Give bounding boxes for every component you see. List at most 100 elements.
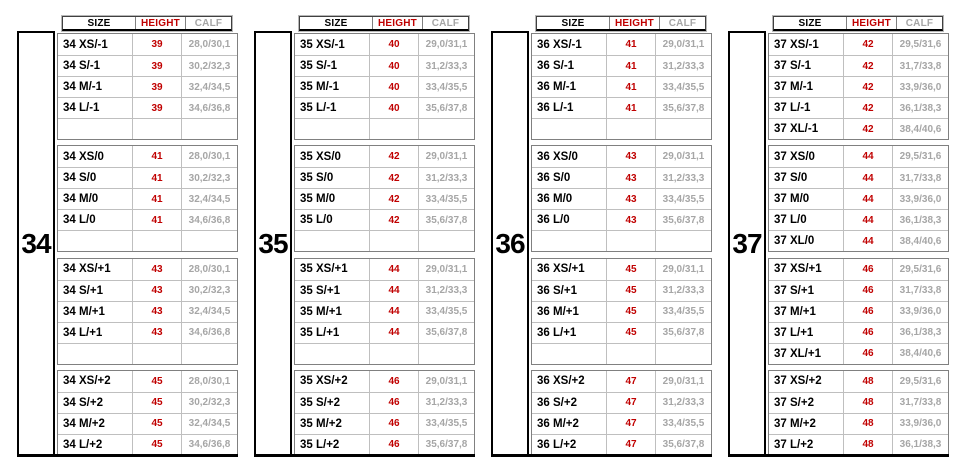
size-cell: 34 M/-1	[58, 77, 133, 97]
size-cell: 37 XL/+1	[769, 343, 844, 364]
table-row: 37 L/-1 42 36,1/38,3	[769, 97, 948, 118]
size-cell: 35 M/-1	[295, 77, 370, 97]
size-block: 36 XS/+1 45 29,0/31,1 36 S/+1 45 31,2/33…	[531, 257, 712, 365]
calf-cell: 31,7/33,8	[899, 397, 942, 409]
size-cell: 34 S/+2	[58, 392, 133, 413]
height-cell: 42	[370, 210, 419, 231]
calf-cell: 31,2/33,3	[662, 172, 705, 184]
table-header: SIZE HEIGHT CALF	[61, 15, 233, 32]
column-header-calf: CALF	[668, 17, 697, 29]
size-group: SIZE HEIGHT CALF 34 34 XS/-1 39 28,0/30,…	[17, 0, 238, 476]
calf-cell: 29,0/31,1	[662, 151, 705, 163]
table-row: 36 S/+2 47 31,2/33,3	[532, 391, 711, 413]
column-header-calf: CALF	[905, 17, 934, 29]
height-cell: 42	[844, 98, 893, 118]
table-row	[295, 118, 474, 139]
calf-cell: 36,1/38,3	[899, 439, 942, 451]
table-row: 35 M/0 42 33,4/35,5	[295, 188, 474, 210]
calf-cell: 33,4/35,5	[425, 418, 468, 430]
height-cell: 44	[370, 322, 419, 343]
height-cell: 43	[607, 210, 656, 231]
table-row: 34 XS/0 41 28,0/30,1	[58, 146, 237, 168]
height-cell: 42	[844, 56, 893, 76]
calf-cell: 33,4/35,5	[662, 81, 705, 93]
calf-cell: 29,0/31,1	[662, 263, 705, 275]
calf-cell: 29,5/31,6	[899, 39, 942, 50]
table-header: SIZE HEIGHT CALF	[535, 15, 707, 32]
size-cell: 35 L/+2	[295, 434, 370, 455]
height-cell: 41	[133, 210, 182, 231]
calf-cell	[182, 344, 237, 364]
column-header-size: SIZE	[300, 17, 373, 29]
size-cell: 36 L/0	[532, 210, 607, 231]
calf-cell: 38,4/40,6	[899, 348, 942, 360]
size-cell: 36 XS/+2	[532, 370, 607, 392]
table-row	[295, 230, 474, 252]
height-cell: 45	[133, 370, 182, 392]
table-row: 37 S/0 44 31,7/33,8	[769, 167, 948, 189]
size-groups: SIZE HEIGHT CALF 34 34 XS/-1 39 28,0/30,…	[17, 0, 953, 476]
table-row: 37 XL/-1 42 38,4/40,6	[769, 118, 948, 139]
size-cell: 36 S/-1	[532, 56, 607, 76]
height-cell: 39	[133, 56, 182, 76]
table-row: 34 S/0 41 30,2/32,3	[58, 167, 237, 189]
size-cell: 37 M/+2	[769, 413, 844, 434]
height-cell: 43	[607, 189, 656, 210]
size-block: 37 XS/+2 48 29,5/31,6 37 S/+2 48 31,7/33…	[768, 369, 949, 456]
size-block: 34 XS/-1 39 28,0/30,1 34 S/-1 39 30,2/32…	[57, 33, 238, 140]
size-cell: 37 XS/0	[769, 146, 844, 168]
table-row: 36 M/-1 41 33,4/35,5	[532, 76, 711, 97]
table-row: 37 S/-1 42 31,7/33,8	[769, 55, 948, 76]
table-row: 36 XS/-1 41 29,0/31,1	[532, 34, 711, 55]
table-row: 36 XS/0 43 29,0/31,1	[532, 146, 711, 168]
height-cell: 46	[370, 370, 419, 392]
size-group-label-box: 36	[491, 31, 529, 457]
height-cell: 42	[844, 77, 893, 97]
column-header-size: SIZE	[63, 17, 136, 29]
size-cell: 36 XS/-1	[532, 34, 607, 55]
size-block: 37 XS/-1 42 29,5/31,6 37 S/-1 42 31,7/33…	[768, 33, 949, 140]
calf-cell: 33,4/35,5	[425, 306, 468, 318]
size-cell: 37 XL/0	[769, 231, 844, 252]
height-cell: 44	[844, 146, 893, 168]
size-cell: 36 S/+2	[532, 392, 607, 413]
table-row: 36 S/0 43 31,2/33,3	[532, 167, 711, 189]
height-cell: 47	[607, 370, 656, 392]
calf-cell: 31,2/33,3	[425, 397, 468, 409]
height-cell: 48	[844, 413, 893, 434]
size-cell: 37 XL/-1	[769, 119, 844, 139]
height-cell	[607, 231, 656, 252]
height-cell: 41	[133, 168, 182, 189]
calf-cell: 33,4/35,5	[425, 193, 468, 205]
calf-cell: 34,6/36,8	[188, 327, 231, 339]
size-cell: 37 XS/-1	[769, 34, 844, 55]
calf-cell: 31,7/33,8	[899, 285, 942, 297]
calf-cell: 28,0/30,1	[188, 263, 231, 275]
table-row: 36 L/+2 47 35,6/37,8	[532, 433, 711, 455]
table-row	[58, 118, 237, 139]
height-cell: 47	[607, 392, 656, 413]
size-group-label: 35	[258, 228, 288, 259]
table-row: 35 XS/+2 46 29,0/31,1	[295, 370, 474, 392]
size-block: 36 XS/+2 47 29,0/31,1 36 S/+2 47 31,2/33…	[531, 369, 712, 456]
height-cell: 46	[370, 434, 419, 455]
column-header-height: HEIGHT	[610, 17, 660, 29]
size-cell: 34 L/-1	[58, 98, 133, 118]
calf-cell: 29,0/31,1	[425, 151, 468, 163]
table-header: SIZE HEIGHT CALF	[772, 15, 944, 32]
table-row: 36 XS/+1 45 29,0/31,1	[532, 258, 711, 280]
table-row: 35 L/+2 46 35,6/37,8	[295, 433, 474, 455]
column-header-height: HEIGHT	[847, 17, 897, 29]
height-cell: 46	[844, 258, 893, 280]
height-cell: 42	[370, 146, 419, 168]
size-cell: 35 S/+2	[295, 392, 370, 413]
size-group-label: 34	[21, 228, 51, 259]
calf-cell: 38,4/40,6	[899, 123, 942, 135]
height-cell: 43	[133, 301, 182, 322]
size-cell	[295, 231, 370, 252]
calf-cell: 31,2/33,3	[425, 285, 468, 297]
calf-cell: 33,9/36,0	[899, 418, 942, 430]
size-cell: 34 XS/+2	[58, 370, 133, 392]
size-cell: 36 XS/+1	[532, 258, 607, 280]
